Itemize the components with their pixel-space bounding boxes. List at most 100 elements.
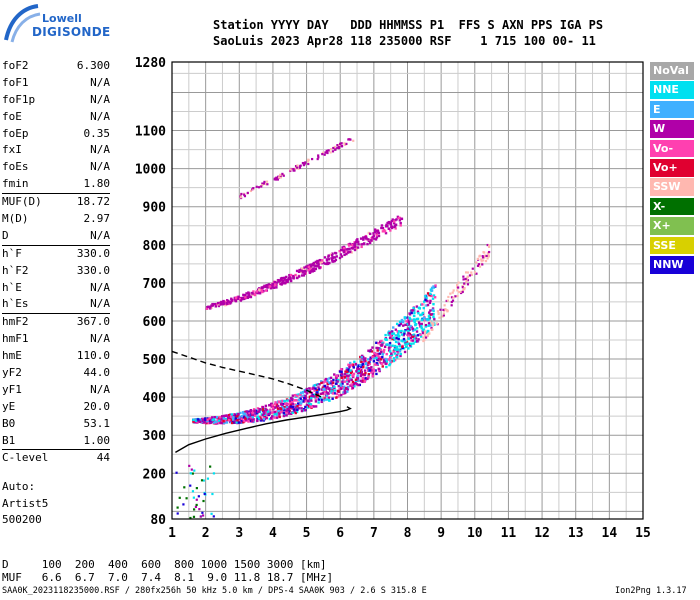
- echo-point: [237, 421, 241, 424]
- echo-point: [387, 227, 391, 230]
- echo-point: [414, 340, 417, 343]
- echo-point: [291, 402, 295, 406]
- echo-point: [451, 291, 454, 294]
- echo-point: [339, 384, 343, 387]
- echo-point: [364, 362, 368, 365]
- echo-point: [303, 269, 307, 273]
- echo-point: [299, 403, 302, 407]
- echo-point: [317, 387, 321, 391]
- echo-point: [487, 254, 490, 257]
- echo-point: [398, 219, 402, 222]
- echo-point: [397, 216, 401, 220]
- echo-point: [218, 419, 221, 422]
- echo-point: [265, 416, 268, 420]
- echo-point: [425, 331, 428, 335]
- echo-point: [344, 376, 348, 379]
- echo-point: [331, 397, 334, 400]
- echo-point: [307, 400, 310, 403]
- echo-point: [431, 297, 435, 300]
- echo-point: [301, 391, 305, 394]
- scaled-parameters-panel: foF2 6.300 foF1 N/A foF1p N/A foE N/A foEp 0.35 fx…: [2, 58, 110, 467]
- echo-point: [314, 260, 318, 264]
- echo-point: [276, 404, 280, 408]
- echo-point: [488, 244, 491, 247]
- echo-point: [416, 310, 420, 313]
- echo-point: [248, 417, 251, 421]
- echo-point: [327, 149, 330, 152]
- echo-point: [333, 259, 336, 263]
- echo-point: [212, 515, 215, 518]
- param-value: N/A: [90, 160, 110, 174]
- echo-point: [292, 169, 295, 172]
- echo-point: [230, 421, 234, 425]
- echo-point: [297, 393, 300, 396]
- chart-grid: [171, 62, 644, 519]
- echo-point: [358, 383, 361, 387]
- echo-point: [344, 370, 347, 373]
- echo-point: [294, 408, 297, 411]
- echo-point: [356, 364, 359, 367]
- echo-point: [251, 413, 254, 416]
- echo-point: [329, 253, 333, 256]
- echo-point: [323, 256, 327, 259]
- echo-point: [394, 334, 397, 337]
- echo-point: [427, 315, 431, 318]
- echo-point: [410, 311, 413, 315]
- echo-point: [423, 335, 427, 338]
- echo-point: [358, 379, 361, 382]
- echo-point: [340, 376, 343, 380]
- echo-point: [343, 391, 347, 395]
- echo-point: [417, 306, 421, 310]
- echo-point: [278, 415, 281, 419]
- echo-point: [465, 277, 468, 280]
- echo-point: [314, 400, 318, 403]
- echo-point: [316, 383, 320, 386]
- echo-point: [335, 374, 339, 378]
- param-value: 0.35: [83, 126, 111, 140]
- echo-point: [375, 356, 378, 360]
- echo-point: [243, 294, 247, 297]
- echo-point: [347, 363, 350, 367]
- echo-point: [405, 320, 408, 323]
- echo-point: [214, 302, 218, 306]
- echo-point: [309, 405, 312, 408]
- echo-point: [227, 413, 231, 417]
- echo-point: [392, 350, 396, 354]
- echo-point: [289, 273, 293, 277]
- echo-point: [279, 176, 283, 179]
- echo-point: [393, 358, 397, 362]
- echo-point: [300, 407, 303, 410]
- echo-point: [488, 250, 491, 254]
- echo-point: [382, 228, 386, 232]
- echo-point: [416, 317, 420, 321]
- echo-point: [283, 408, 286, 411]
- echo-point: [465, 280, 468, 283]
- echo-point: [394, 223, 398, 226]
- echo-point: [230, 418, 233, 422]
- echo-point: [292, 277, 295, 280]
- chart-traces: [171, 350, 352, 454]
- legend-entry: NNW: [650, 255, 694, 274]
- echo-point: [334, 382, 338, 385]
- echo-point: [360, 365, 363, 368]
- echo-point: [460, 291, 463, 295]
- echo-point: [256, 410, 260, 414]
- echo-point: [296, 408, 299, 411]
- echo-point: [279, 410, 283, 414]
- echo-point: [360, 360, 363, 364]
- echo-point: [369, 367, 372, 370]
- echo-point: [417, 338, 420, 341]
- echo-point: [332, 260, 335, 263]
- echo-point: [211, 492, 214, 496]
- echo-point: [470, 273, 473, 277]
- echo-point: [236, 415, 239, 418]
- echo-point: [258, 288, 261, 291]
- echo-point: [317, 154, 320, 157]
- echo-point: [361, 362, 365, 366]
- echo-point: [270, 402, 273, 405]
- echo-point: [269, 411, 272, 414]
- echo-point: [371, 355, 374, 359]
- param-name: yF1: [2, 382, 22, 396]
- echo-point: [302, 162, 305, 165]
- echo-point: [324, 262, 327, 265]
